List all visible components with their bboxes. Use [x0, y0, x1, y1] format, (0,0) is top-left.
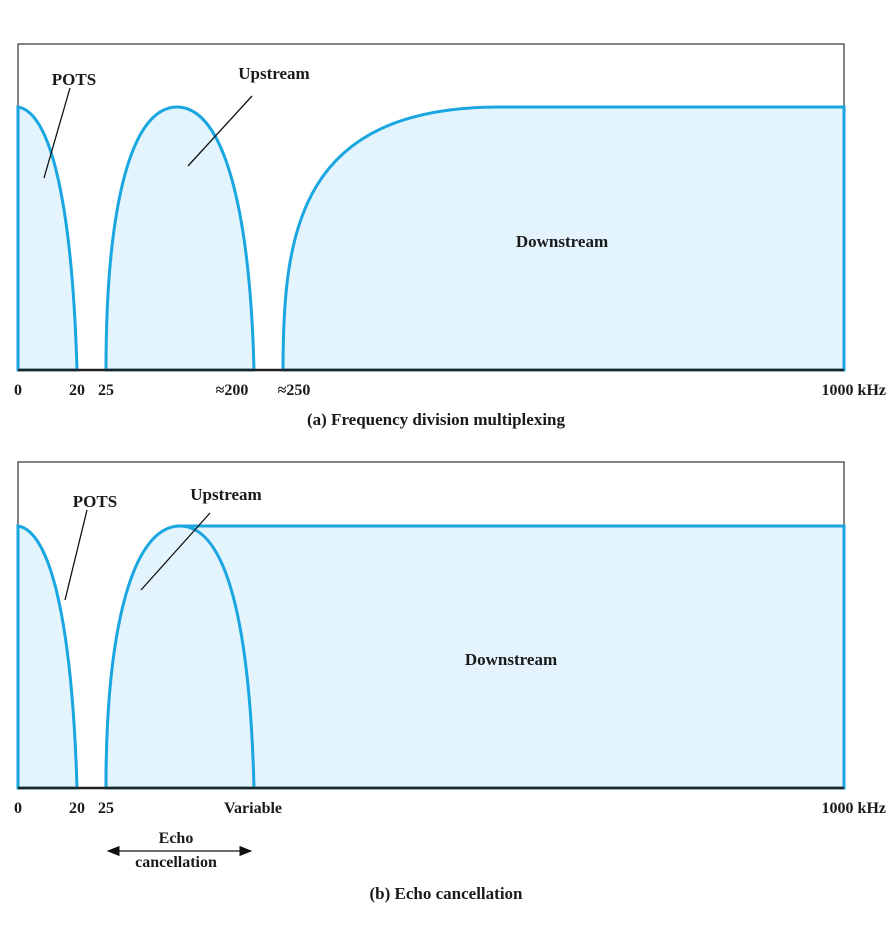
panel-a-tick-label: ≈200 [216, 382, 249, 399]
panel-a-tick-label: ≈250 [278, 382, 311, 399]
panel-b-pots-label: POTS [73, 492, 117, 511]
panel-b-downstream-label: Downstream [465, 650, 557, 669]
panel-b-pots-band [16, 524, 79, 790]
echo-cancellation-label-line2: cancellation [135, 854, 217, 871]
panel-b-tick-label: 25 [98, 800, 114, 817]
panel-a: POTS Upstream Downstream 0 20 25 ≈200 ≈2… [14, 43, 886, 429]
panel-a-upstream-band [104, 105, 256, 372]
panel-b-pots-leader [64, 509, 88, 601]
panel-a-upstream-leader [187, 95, 253, 167]
panel-a-tick-label: 25 [98, 382, 114, 399]
panel-b-tick-label: 20 [69, 800, 85, 817]
panel-b-upstream-band [104, 524, 256, 790]
panel-b-caption: (b) Echo cancellation [370, 884, 524, 903]
panel-a-caption: (a) Frequency division multiplexing [307, 410, 566, 429]
panel-a-pots-band [16, 105, 79, 372]
panel-a-upstream-label: Upstream [238, 64, 309, 83]
panel-a-tick-label: 0 [14, 382, 22, 399]
panel-b-upstream-label: Upstream [190, 485, 261, 504]
panel-a-tick-label: 1000 kHz [822, 382, 886, 399]
echo-cancellation-label-line1: Echo [159, 830, 194, 847]
panel-b-upstream-leader [140, 512, 211, 591]
panel-b-tick-label: Variable [224, 800, 282, 817]
panel-a-downstream-band [281, 105, 846, 372]
panel-a-pots-leader [43, 87, 71, 179]
panel-a-downstream-label: Downstream [516, 232, 608, 251]
panel-b-tick-label: 1000 kHz [822, 800, 886, 817]
panel-b-tick-label: 0 [14, 800, 22, 817]
panel-b: POTS Upstream Downstream 0 20 25 Variabl… [14, 461, 886, 903]
panel-a-tick-label: 20 [69, 382, 85, 399]
panel-a-pots-label: POTS [52, 70, 96, 89]
